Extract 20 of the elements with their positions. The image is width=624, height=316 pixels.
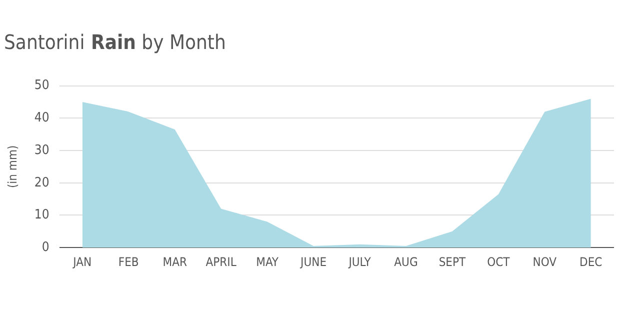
- x-tick-label: FEB: [118, 254, 139, 269]
- x-tick-label: NOV: [532, 254, 558, 269]
- x-tick-label: JAN: [72, 254, 92, 269]
- x-tick-label: JUNE: [300, 254, 327, 269]
- x-tick-label: OCT: [487, 254, 510, 269]
- y-tick-label: 30: [34, 142, 50, 158]
- x-tick-label: MAY: [256, 254, 279, 269]
- chart-title: Santorini Rain by Month: [4, 30, 226, 54]
- y-tick-label: 50: [34, 78, 50, 94]
- x-tick-label: MAR: [162, 254, 188, 269]
- y-tick-label: 40: [34, 110, 50, 126]
- x-tick-label: DEC: [580, 254, 602, 269]
- x-tick-label: JULY: [348, 254, 372, 269]
- x-tick-label: AUG: [394, 254, 418, 269]
- y-tick-label: 0: [42, 240, 50, 255]
- y-tick-label: 20: [34, 175, 50, 190]
- x-tick-label: APRIL: [206, 254, 236, 269]
- y-tick-label: 10: [34, 208, 50, 223]
- x-tick-label: SEPT: [438, 254, 466, 269]
- y-axis-title: (in mm): [5, 145, 20, 188]
